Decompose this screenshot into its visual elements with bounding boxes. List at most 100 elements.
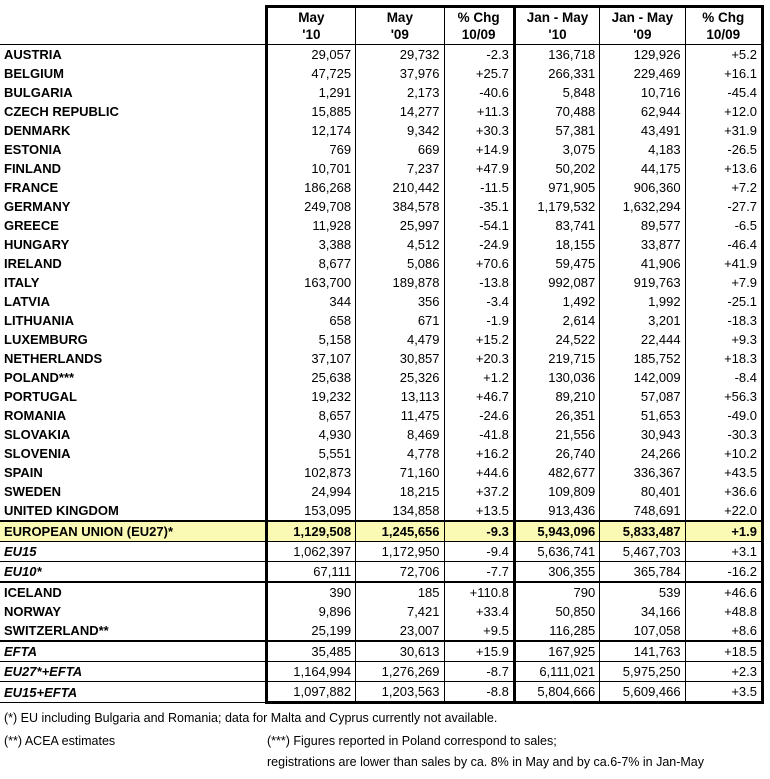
row-label: ESTONIA: [4, 142, 62, 157]
value-cell: 219,715: [514, 349, 601, 368]
value-cell: 5,833,487: [599, 520, 686, 542]
value-cell: 1,291: [264, 83, 357, 102]
value-cell: 9,896: [264, 602, 357, 621]
value-cell: 748,691: [599, 501, 686, 521]
column-header-1: May '10: [264, 5, 357, 45]
table-row: EU15 1,062,397 1,172,950 -9.4 5,636,741 5,467…: [0, 541, 765, 562]
table-row: ESTONIA 769 669 +14.9 3,075 4,183 -26.5: [0, 140, 765, 159]
value-cell: 249,708: [264, 197, 357, 216]
value-cell: 130,036: [514, 368, 601, 387]
value-cell: 390: [264, 581, 357, 602]
row-label: EU15+EFTA: [0, 681, 267, 703]
value-cell: 1,245,656: [355, 520, 445, 542]
value-cell: 539: [599, 581, 686, 602]
value-cell: 5,158: [264, 330, 357, 349]
table-row: EFTA 35,485 30,613 +15.9 167,925 141,763 +18.5: [0, 640, 765, 662]
value-cell: 5,804,666: [514, 681, 601, 704]
value-cell: 266,331: [514, 64, 601, 83]
value-cell: 919,763: [599, 273, 686, 292]
value-cell: 3,388: [264, 235, 357, 254]
row-label: FRANCE: [4, 180, 59, 195]
value-cell: 102,873: [264, 463, 357, 482]
value-cell: 658: [264, 311, 357, 330]
value-cell: 57,381: [514, 121, 601, 140]
column-header-5: Jan - May '09: [599, 5, 686, 45]
value-cell: 136,718: [514, 44, 601, 64]
value-cell: 5,975,250: [599, 661, 686, 682]
value-cell: -9.4: [444, 541, 516, 562]
value-cell: 1,992: [599, 292, 686, 311]
value-cell: +15.2: [444, 330, 516, 349]
table-row: SLOVAKIA 4,930 8,469 -41.8 21,556 30,943 -30.3: [0, 425, 765, 444]
value-cell: +3.5: [685, 681, 765, 704]
table-row: FINLAND 10,701 7,237 +47.9 50,202 44,175 +13.6: [0, 159, 765, 178]
value-cell: 116,285: [514, 621, 601, 641]
row-label: EFTA: [0, 640, 267, 662]
table-row: EU10* 67,111 72,706 -7.7 306,355 365,784 -16.2: [0, 561, 765, 582]
value-cell: 33,877: [599, 235, 686, 254]
value-cell: -16.2: [685, 561, 765, 582]
value-cell: +16.1: [685, 64, 765, 83]
value-cell: 15,885: [264, 102, 357, 121]
value-cell: +14.9: [444, 140, 516, 159]
value-cell: 11,475: [355, 406, 445, 425]
value-cell: 769: [264, 140, 357, 159]
value-cell: 37,107: [264, 349, 357, 368]
table-row: LATVIA 344 356 -3.4 1,492 1,992 -25.1: [0, 292, 765, 311]
value-cell: 1,632,294: [599, 197, 686, 216]
value-cell: 50,850: [514, 602, 601, 621]
value-cell: 51,653: [599, 406, 686, 425]
row-label: EU27*+EFTA: [0, 661, 267, 682]
value-cell: +13.6: [685, 159, 765, 178]
value-cell: +18.3: [685, 349, 765, 368]
value-cell: -24.9: [444, 235, 516, 254]
footnote-poland-line1: (***) Figures reported in Poland corresp…: [267, 734, 557, 748]
value-cell: -49.0: [685, 406, 765, 425]
value-cell: 62,944: [599, 102, 686, 121]
value-cell: 2,173: [355, 83, 445, 102]
value-cell: +18.5: [685, 640, 765, 662]
value-cell: 24,994: [264, 482, 357, 501]
value-cell: 1,492: [514, 292, 601, 311]
value-cell: 72,706: [355, 561, 445, 582]
value-cell: 8,657: [264, 406, 357, 425]
value-cell: -41.8: [444, 425, 516, 444]
value-cell: -25.1: [685, 292, 765, 311]
value-cell: +56.3: [685, 387, 765, 406]
value-cell: 384,578: [355, 197, 445, 216]
value-cell: 59,475: [514, 254, 601, 273]
value-cell: -11.5: [444, 178, 516, 197]
row-label: HUNGARY: [4, 237, 70, 252]
row-label: SWEDEN: [4, 484, 62, 499]
value-cell: 482,677: [514, 463, 601, 482]
value-cell: 1,276,269: [355, 661, 445, 682]
row-label: ITALY: [4, 275, 40, 290]
row-label: LITHUANIA: [4, 313, 75, 328]
value-cell: +7.2: [685, 178, 765, 197]
registrations-table: May '10 May '09% Chg 10/09 Jan - May '10 Jan - …: [0, 5, 765, 704]
value-cell: 25,638: [264, 368, 357, 387]
value-cell: +47.9: [444, 159, 516, 178]
value-cell: 29,732: [355, 44, 445, 64]
footnote-poland-line2: registrations are lower than sales by ca…: [267, 755, 705, 769]
value-cell: 4,778: [355, 444, 445, 463]
value-cell: 992,087: [514, 273, 601, 292]
value-cell: -30.3: [685, 425, 765, 444]
value-cell: +22.0: [685, 501, 765, 521]
value-cell: +46.7: [444, 387, 516, 406]
value-cell: -40.6: [444, 83, 516, 102]
table-row: ICELAND 390 185 +110.8 790 539 +46.6: [0, 581, 765, 602]
value-cell: 163,700: [264, 273, 357, 292]
value-cell: 14,277: [355, 102, 445, 121]
value-cell: -24.6: [444, 406, 516, 425]
value-cell: 669: [355, 140, 445, 159]
table-row: GREECE 11,928 25,997 -54.1 83,741 89,577 -6.5: [0, 216, 765, 235]
value-cell: 344: [264, 292, 357, 311]
row-label: IRELAND: [4, 256, 62, 271]
value-cell: 30,613: [355, 640, 445, 662]
value-cell: 109,809: [514, 482, 601, 501]
value-cell: 24,522: [514, 330, 601, 349]
value-cell: -27.7: [685, 197, 765, 216]
value-cell: 8,677: [264, 254, 357, 273]
value-cell: 9,342: [355, 121, 445, 140]
